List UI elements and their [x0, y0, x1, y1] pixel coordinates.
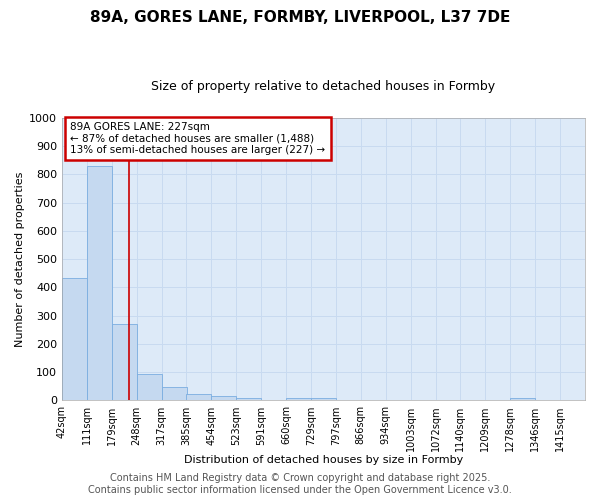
Bar: [187, 394, 211, 400]
Bar: [162, 387, 187, 400]
Bar: [311, 398, 336, 400]
Bar: [286, 398, 311, 400]
Bar: [87, 166, 112, 400]
Bar: [211, 396, 236, 400]
Bar: [236, 398, 262, 400]
Title: Size of property relative to detached houses in Formby: Size of property relative to detached ho…: [151, 80, 496, 93]
Text: Contains HM Land Registry data © Crown copyright and database right 2025.
Contai: Contains HM Land Registry data © Crown c…: [88, 474, 512, 495]
Bar: [510, 398, 535, 400]
X-axis label: Distribution of detached houses by size in Formby: Distribution of detached houses by size …: [184, 455, 463, 465]
Bar: [62, 278, 87, 400]
Y-axis label: Number of detached properties: Number of detached properties: [15, 172, 25, 347]
Text: 89A, GORES LANE, FORMBY, LIVERPOOL, L37 7DE: 89A, GORES LANE, FORMBY, LIVERPOOL, L37 …: [90, 10, 510, 25]
Bar: [112, 324, 137, 400]
Bar: [137, 374, 162, 400]
Text: 89A GORES LANE: 227sqm
← 87% of detached houses are smaller (1,488)
13% of semi-: 89A GORES LANE: 227sqm ← 87% of detached…: [70, 122, 325, 155]
